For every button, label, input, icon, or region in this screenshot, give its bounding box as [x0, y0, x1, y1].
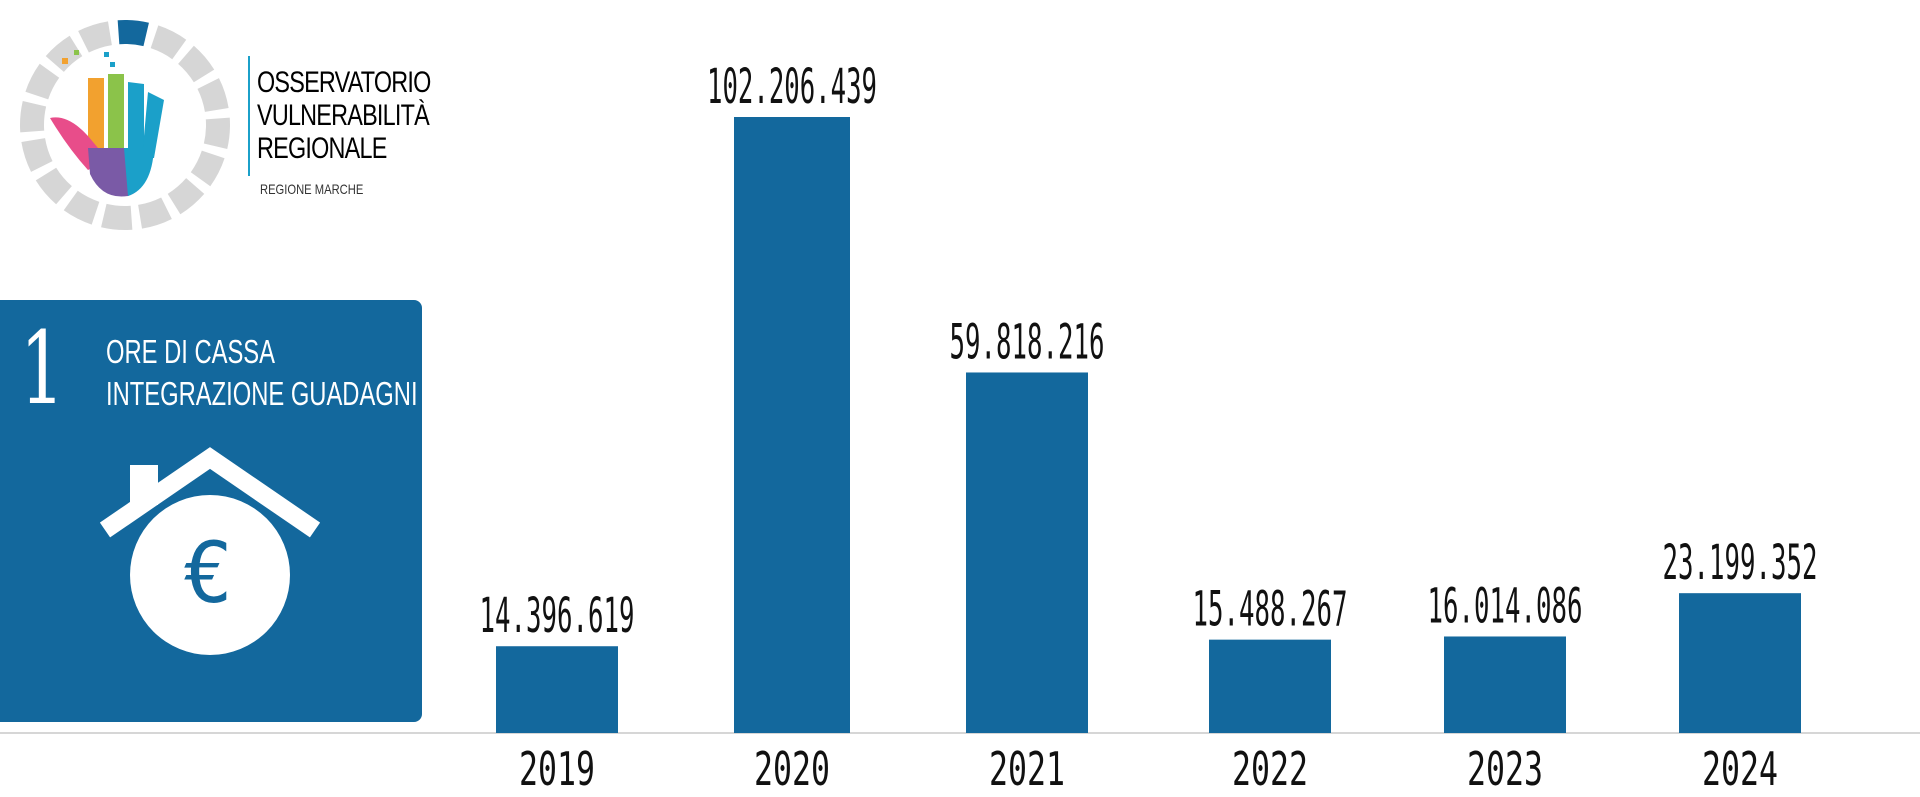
- euro-icon: €: [183, 524, 234, 622]
- value-label-2023: 16.014.086: [1428, 578, 1583, 634]
- logo-ring-segment: [78, 21, 112, 53]
- hand-icon: [50, 50, 164, 197]
- logo-ring-segment: [21, 138, 53, 172]
- x-tick-2022: 2022: [1232, 742, 1308, 796]
- logo-ring-segment: [45, 35, 83, 72]
- logo-ring-segment: [167, 178, 205, 215]
- logo-divider: [248, 56, 250, 176]
- bar-2020: [734, 117, 850, 733]
- logo-ring-segment: [25, 63, 60, 100]
- indicator-number: 1: [20, 310, 65, 427]
- logo-line-3: REGIONALE: [257, 132, 387, 165]
- x-tick-2020: 2020: [754, 742, 830, 796]
- bar-2021: [966, 372, 1088, 733]
- x-tick-2019: 2019: [519, 742, 595, 796]
- logo-ring-icon: [20, 20, 230, 230]
- indicator-card: 1 ORE DI CASSA INTEGRAZIONE GUADAGNI €: [0, 300, 422, 722]
- value-label-2022: 15.488.267: [1193, 582, 1348, 638]
- logo-line-1: OSSERVATORIO: [257, 66, 431, 99]
- logo-ring-segment: [101, 203, 133, 230]
- bar-2024: [1679, 593, 1801, 733]
- logo-ring-segment: [138, 197, 172, 229]
- value-label-2019: 14.396.619: [480, 588, 635, 644]
- x-tick-2023: 2023: [1467, 742, 1543, 796]
- logo-ring-segment: [20, 101, 47, 133]
- bar-2023: [1444, 636, 1566, 733]
- logo-ring-segment: [197, 78, 229, 112]
- x-tick-2021: 2021: [989, 742, 1065, 796]
- logo-ring-segment: [178, 45, 215, 83]
- indicator-title-line-1: ORE DI CASSA: [106, 333, 276, 370]
- value-label-2021: 59.818.216: [950, 314, 1105, 370]
- logo-ring-segment: [35, 167, 72, 205]
- bar-2019: [496, 646, 618, 733]
- logo-subtitle: REGIONE MARCHE: [260, 181, 364, 197]
- logo-line-2: VULNERABILITÀ: [257, 99, 430, 132]
- indicator-title-line-2: INTEGRAZIONE GUADAGNI: [106, 375, 418, 412]
- logo-ring-segment: [150, 25, 187, 60]
- value-label-2024: 23.199.352: [1663, 535, 1818, 591]
- logo-ring-segment: [117, 20, 149, 47]
- logo-ring-segment: [63, 190, 100, 225]
- bar-2022: [1209, 639, 1331, 733]
- logo-ring-segment: [203, 117, 230, 149]
- logo-ring-segment: [190, 150, 225, 187]
- value-label-2020: 102.206.439: [707, 59, 877, 115]
- x-tick-2024: 2024: [1702, 742, 1778, 796]
- logo: OSSERVATORIO VULNERABILITÀ REGIONALE REG…: [0, 0, 440, 240]
- house-coin-icon: €: [100, 447, 320, 655]
